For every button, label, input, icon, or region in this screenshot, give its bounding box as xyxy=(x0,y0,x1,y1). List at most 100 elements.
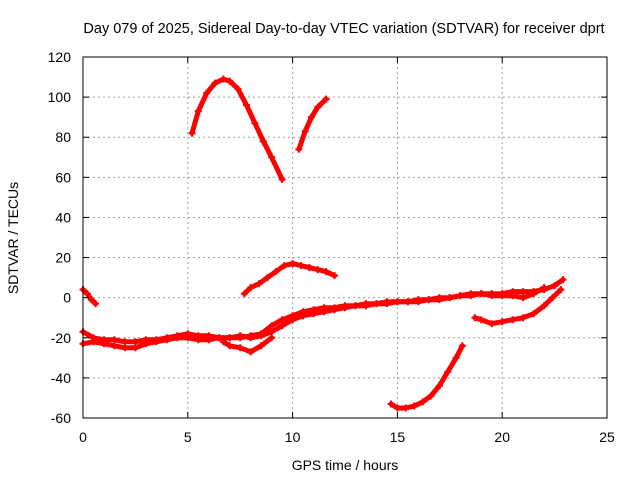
data-point xyxy=(488,320,496,328)
series-trace xyxy=(472,287,564,327)
data-point xyxy=(92,300,100,308)
data-point xyxy=(477,316,485,324)
data-point xyxy=(110,336,118,344)
data-point xyxy=(331,306,339,314)
y-axis-label: SDTVAR / TECUs xyxy=(5,182,21,294)
data-point xyxy=(188,129,196,137)
data-point xyxy=(301,127,309,135)
data-point xyxy=(425,296,433,304)
y-tick-label: 80 xyxy=(55,129,71,145)
data-point xyxy=(257,342,265,350)
data-point xyxy=(83,290,91,298)
series-trace xyxy=(189,76,285,182)
data-point xyxy=(194,336,202,344)
data-point xyxy=(163,336,171,344)
data-point xyxy=(100,340,108,348)
data-point xyxy=(446,294,454,302)
data-point xyxy=(219,338,227,346)
data-point xyxy=(226,334,234,342)
data-point xyxy=(540,302,548,310)
data-point xyxy=(289,260,297,268)
data-point xyxy=(452,354,460,362)
data-point xyxy=(310,310,318,318)
data-point xyxy=(236,332,244,340)
data-point xyxy=(226,342,234,350)
series-arc-low-dip xyxy=(387,342,466,412)
data-point xyxy=(234,85,242,93)
data-point xyxy=(509,316,517,324)
grid-layer xyxy=(83,57,607,418)
data-point xyxy=(444,368,452,376)
data-point xyxy=(557,286,565,294)
series-trace-late xyxy=(471,286,565,328)
x-tick-label: 0 xyxy=(79,429,87,445)
data-point xyxy=(387,400,395,408)
data-point xyxy=(184,334,192,342)
data-point xyxy=(307,113,315,121)
data-point xyxy=(519,314,527,322)
data-point xyxy=(362,302,370,310)
data-point xyxy=(173,334,181,342)
data-point xyxy=(410,402,418,410)
data-point xyxy=(559,276,567,284)
data-point xyxy=(435,382,443,390)
y-tick-label: -20 xyxy=(51,330,71,346)
data-point xyxy=(372,300,380,308)
data-point xyxy=(393,298,401,306)
y-tick-label: 40 xyxy=(55,209,71,225)
x-tick-label: 25 xyxy=(599,429,615,445)
data-point xyxy=(530,290,538,298)
data-point xyxy=(509,292,517,300)
data-point xyxy=(247,348,255,356)
data-point xyxy=(458,342,466,350)
data-point xyxy=(110,342,118,350)
y-tick-label: 60 xyxy=(55,169,71,185)
data-point xyxy=(268,334,276,342)
data-point xyxy=(383,300,391,308)
data-point xyxy=(498,292,506,300)
series-arc-high-peak xyxy=(188,75,286,183)
data-point xyxy=(152,338,160,346)
data-point xyxy=(467,290,475,298)
data-point xyxy=(247,284,255,292)
data-point xyxy=(131,338,139,346)
data-point xyxy=(251,119,259,127)
chart-title: Day 079 of 2025, Sidereal Day-to-day VTE… xyxy=(83,21,604,37)
data-point xyxy=(314,266,322,274)
data-point xyxy=(278,322,286,330)
x-tick-label: 20 xyxy=(494,429,510,445)
data-point xyxy=(549,294,557,302)
data-point xyxy=(268,153,276,161)
data-point xyxy=(299,312,307,320)
data-point xyxy=(272,268,280,276)
data-point xyxy=(278,175,286,183)
data-point xyxy=(551,282,559,290)
data-point xyxy=(205,336,213,344)
data-point xyxy=(242,101,250,109)
data-point xyxy=(247,334,255,342)
data-point xyxy=(322,95,330,103)
data-point xyxy=(215,334,223,342)
data-point xyxy=(257,332,265,340)
data-point xyxy=(351,302,359,310)
data-point xyxy=(203,89,211,97)
x-tick-label: 10 xyxy=(285,429,301,445)
plot-frame xyxy=(82,56,608,419)
data-point xyxy=(87,296,95,304)
data-point xyxy=(142,340,150,348)
data-point xyxy=(121,338,129,346)
data-point xyxy=(456,292,464,300)
data-point xyxy=(393,404,401,412)
data-point xyxy=(131,344,139,352)
series-trace xyxy=(80,287,99,307)
data-point xyxy=(540,284,548,292)
series-trace xyxy=(388,343,465,411)
y-tick-label: -60 xyxy=(51,410,71,426)
data-point xyxy=(402,404,410,412)
x-tick-label: 5 xyxy=(184,429,192,445)
data-point xyxy=(219,75,227,83)
x-tick-label: 15 xyxy=(390,429,406,445)
series-trace-dip xyxy=(219,334,276,356)
